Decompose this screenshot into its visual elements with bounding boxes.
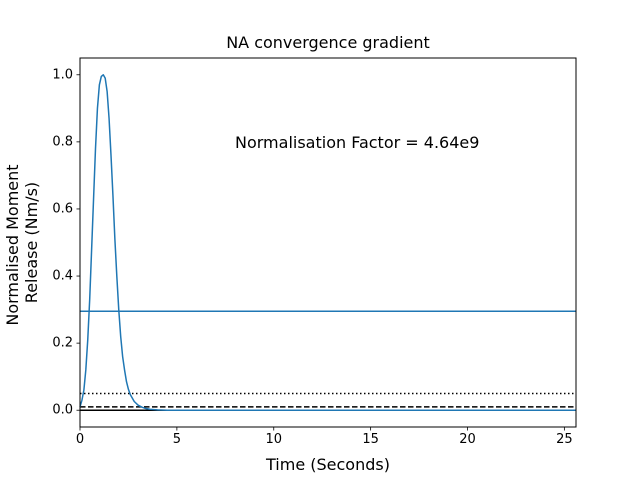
y-tick-label: 1.0 <box>52 67 73 82</box>
y-tick-label: 0.2 <box>52 336 73 351</box>
x-axis-label: Time (Seconds) <box>265 455 390 474</box>
x-tick-label: 25 <box>556 432 573 447</box>
plot-frame <box>79 57 577 428</box>
plot-lines <box>79 74 576 411</box>
y-tick-label: 0.8 <box>52 134 73 149</box>
x-tick-label: 0 <box>76 432 84 447</box>
x-tick-label: 15 <box>362 432 379 447</box>
y-tick-label: 0.4 <box>52 269 73 284</box>
y-axis-label-line-1: Normalised Moment <box>3 164 22 325</box>
y-axis-label: Normalised Moment Release (Nm/s) <box>3 159 41 325</box>
x-tick-label: 20 <box>459 432 476 447</box>
x-tick-label: 10 <box>265 432 282 447</box>
moment-release-curve <box>79 74 576 411</box>
chart-title: NA convergence gradient <box>226 33 430 52</box>
normalisation-factor-annotation: Normalisation Factor = 4.64e9 <box>235 133 479 152</box>
x-tick-label: 5 <box>173 432 181 447</box>
y-tick-label: 0.6 <box>52 201 73 216</box>
y-tick-label: 0.0 <box>52 403 73 418</box>
y-axis-label-line-2: Release (Nm/s) <box>22 182 41 303</box>
ticks: 0 5 10 15 20 25 0.0 0.2 0.4 0.6 0.8 1.0 <box>52 67 572 447</box>
